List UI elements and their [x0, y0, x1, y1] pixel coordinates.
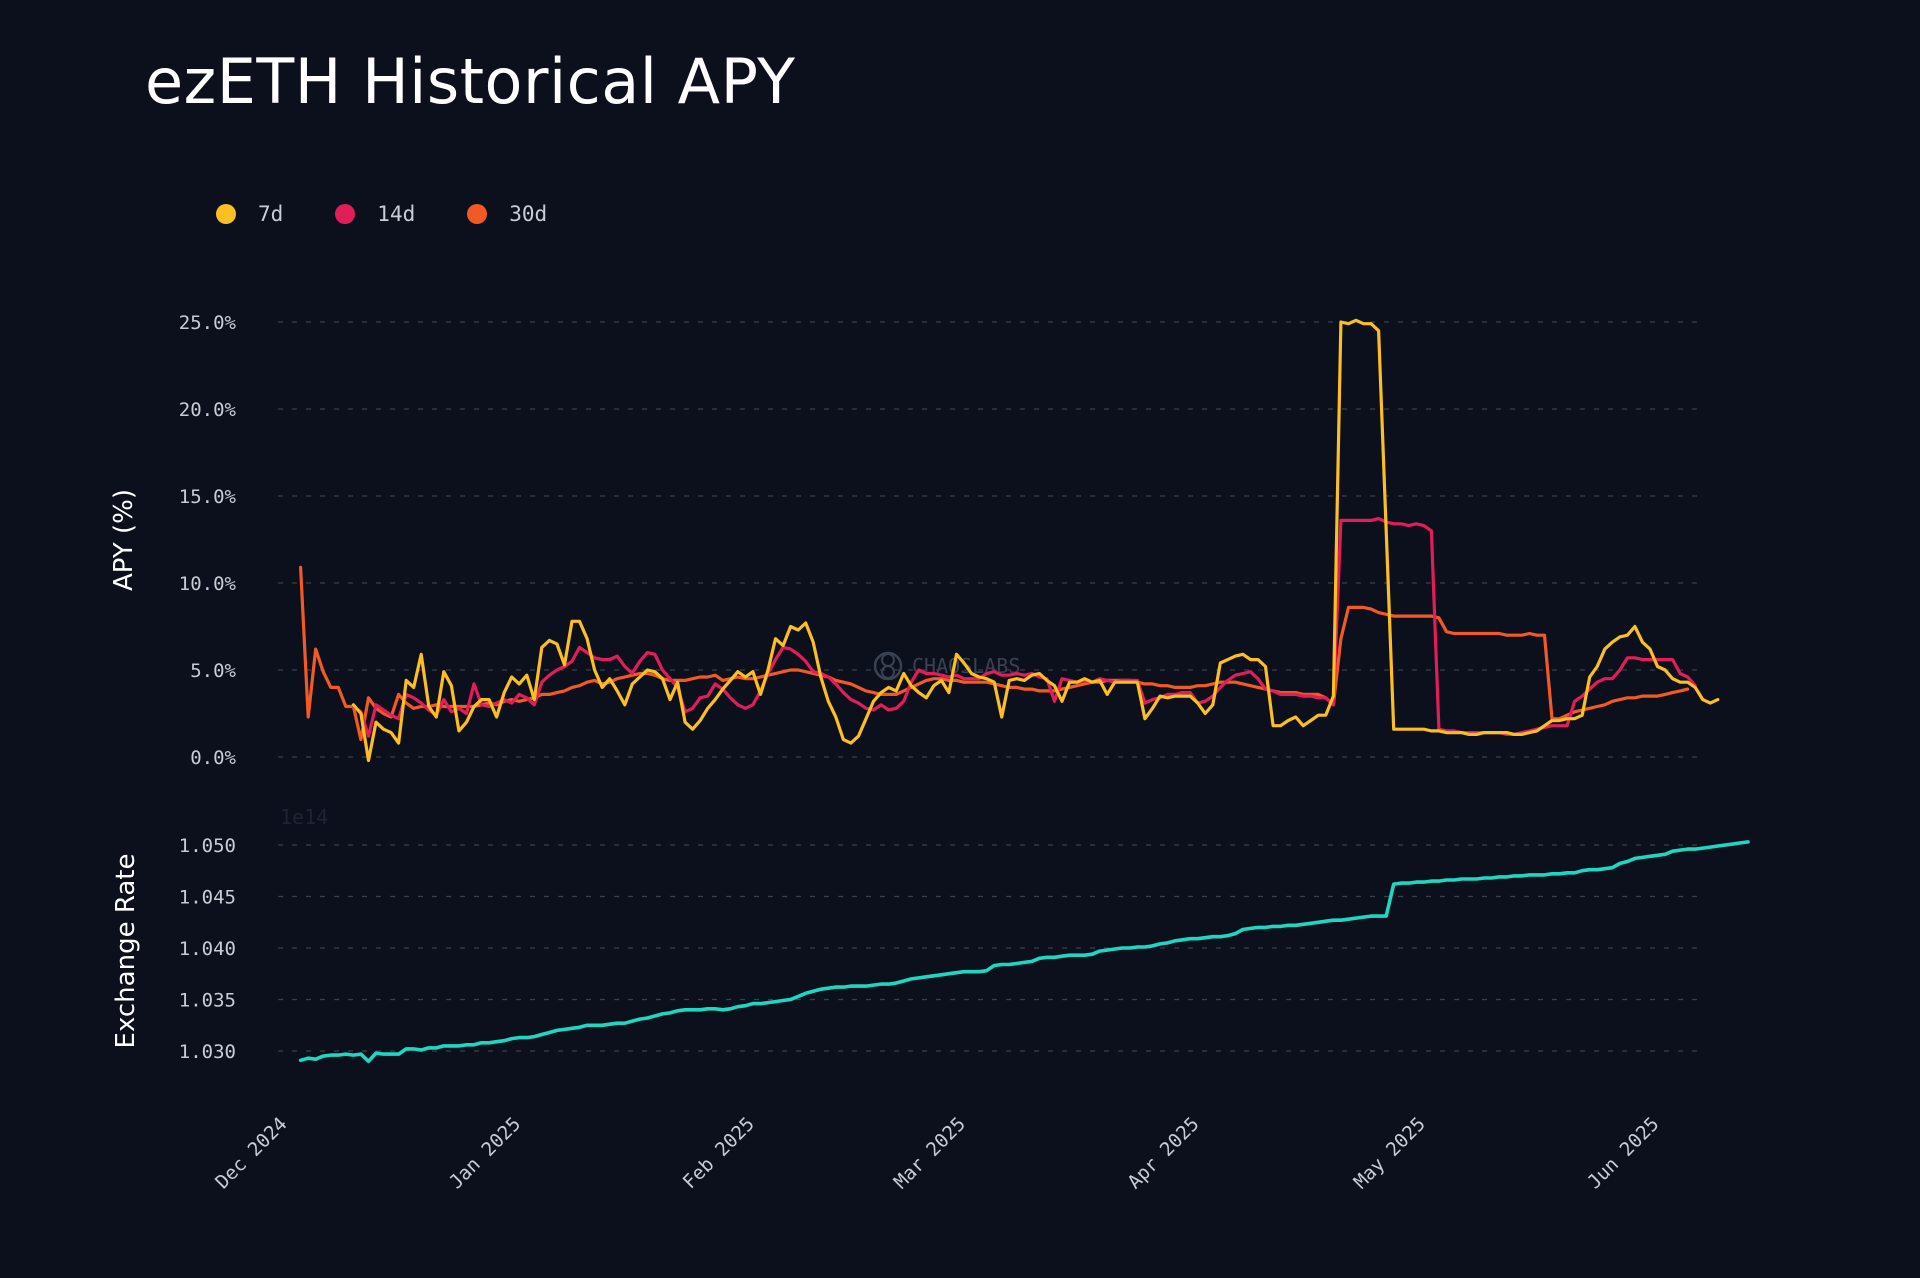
exchange-rate-offset-label: 1e14 [280, 805, 328, 829]
legend-item-14d[interactable]: 14d [335, 202, 415, 226]
legend-label-7d: 7d [258, 202, 284, 226]
exchange-rate-tick-label: 1.045 [179, 887, 236, 909]
apy-series-lines [299, 318, 1720, 763]
grid-lines [278, 321, 1705, 1052]
chart-title: ezETH Historical APY [145, 45, 796, 118]
legend-marker-7d [216, 204, 236, 224]
apy-tick-label: 25.0% [179, 312, 237, 334]
x-tick-label: Jan 2025 [445, 1113, 525, 1193]
exchange-rate-tick-label: 1.050 [179, 835, 236, 857]
legend-label-30d: 30d [509, 202, 548, 226]
legend-item-30d[interactable]: 30d [467, 202, 547, 226]
x-tick-label: Mar 2025 [890, 1113, 970, 1193]
exchange-rate-series-lines [298, 840, 1750, 1064]
apy-y-axis: 0.0% 5.0% 10.0% 15.0% 20.0% 25.0% [179, 312, 237, 769]
chaoslabs-logo-icon [873, 651, 903, 681]
exchange-rate-y-axis: 1.030 1.035 1.040 1.045 1.050 [179, 835, 236, 1063]
x-tick-label: Apr 2025 [1123, 1113, 1203, 1193]
exchange-rate-tick-label: 1.040 [179, 938, 236, 960]
exchange-rate-axis-title: Exchange Rate [111, 854, 141, 1049]
apy-tick-label: 5.0% [190, 660, 236, 682]
legend-marker-30d [467, 204, 488, 224]
exchange-rate-line [298, 840, 1750, 1064]
apy-7d-line [351, 318, 1720, 763]
apy-tick-label: 15.0% [179, 486, 237, 508]
apy-tick-label: 0.0% [190, 747, 236, 769]
apy-tick-label: 20.0% [179, 399, 237, 421]
apy-14d-line [351, 517, 1697, 738]
exchange-rate-tick-label: 1.030 [179, 1041, 236, 1063]
exchange-rate-tick-label: 1.035 [179, 990, 236, 1012]
x-tick-label: Dec 2024 [211, 1113, 291, 1193]
apy-axis-title: APY (%) [109, 489, 139, 591]
x-tick-label: Feb 2025 [679, 1113, 759, 1193]
legend-marker-14d [335, 204, 356, 224]
x-tick-label: May 2025 [1350, 1113, 1430, 1193]
legend-item-7d[interactable]: 7d [216, 202, 283, 226]
legend-label-14d: 14d [377, 202, 416, 226]
legend: 7d 14d 30d [216, 202, 599, 226]
x-tick-label: Jun 2025 [1583, 1113, 1663, 1193]
x-axis: Dec 2024 Jan 2025 Feb 2025 Mar 2025 Apr 2025… [211, 1113, 1663, 1193]
apy-tick-label: 10.0% [179, 573, 237, 595]
